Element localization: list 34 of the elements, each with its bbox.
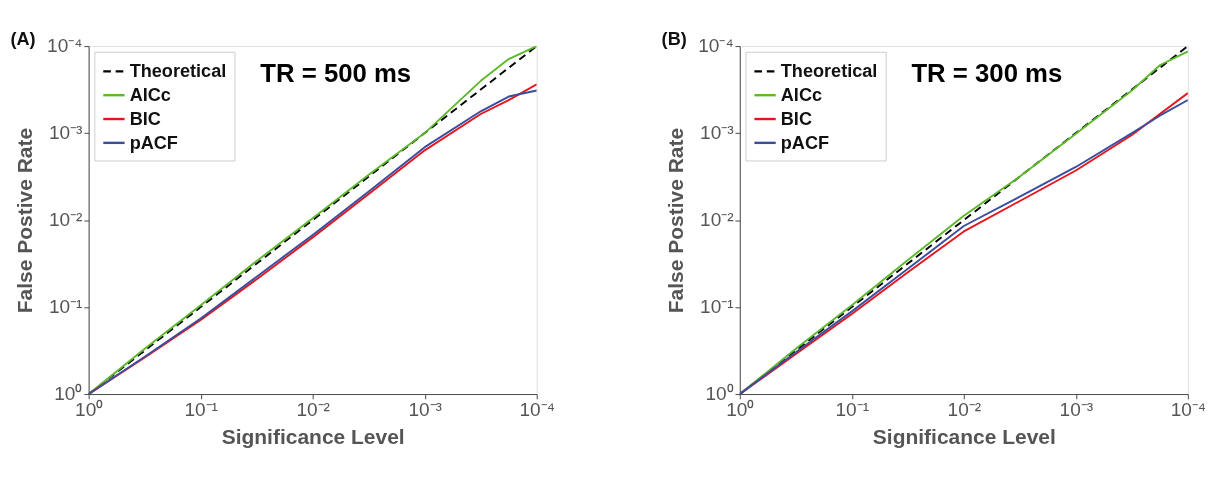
y-tick-label: 10⁻³	[700, 122, 734, 144]
annotation: TR = 500 ms	[260, 59, 412, 88]
y-tick-label: 10⁻¹	[48, 296, 83, 318]
y-tick-label: 10⁻²	[700, 209, 734, 231]
x-tick-label: 10⁻³	[1059, 399, 1094, 421]
x-tick-label: 10⁻⁴	[519, 399, 555, 421]
x-axis-title: Significance Level	[221, 425, 405, 449]
x-tick-label: 10⁻⁴	[1170, 399, 1207, 421]
x-tick-label: 10⁻³	[408, 399, 442, 421]
y-axis-title: False Postive Rate	[13, 127, 37, 314]
legend-label: pACF	[780, 132, 830, 153]
legend-label: Theoretical	[129, 61, 227, 82]
legend-label: AICc	[129, 84, 171, 105]
x-tick-label: 10⁻²	[947, 399, 982, 421]
legend-label: Theoretical	[780, 61, 878, 82]
text: (B)	[661, 29, 687, 50]
legend-label: AICc	[780, 84, 823, 105]
legend-label: BIC	[129, 108, 161, 129]
legend-label: pACF	[129, 132, 178, 153]
y-tick-label: 10⁻³	[48, 122, 83, 144]
annotation: TR = 300 ms	[911, 59, 1063, 88]
y-tick-label: 10⁻¹	[700, 296, 734, 318]
x-tick-label: 10⁻²	[296, 399, 330, 421]
y-axis-title: False Postive Rate	[664, 127, 688, 314]
x-tick-label: 10⁻¹	[835, 399, 870, 421]
x-axis-title: Significance Level	[872, 425, 1056, 449]
x-tick-label: 10⁰	[726, 399, 755, 421]
y-tick-label: 10⁻²	[48, 209, 83, 231]
y-tick-label: 10⁻⁴	[698, 35, 734, 57]
legend-label: BIC	[780, 108, 812, 129]
x-tick-label: 10⁰	[75, 399, 104, 421]
x-tick-label: 10⁻¹	[184, 399, 218, 421]
text: (A)	[10, 29, 36, 50]
y-tick-label: 10⁻⁴	[47, 35, 83, 57]
